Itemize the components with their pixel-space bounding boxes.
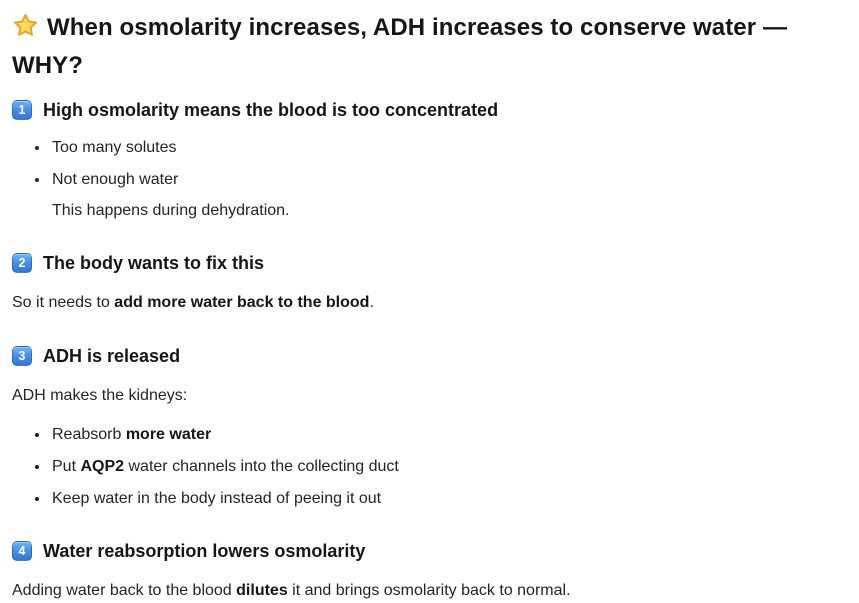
- star-icon: [14, 14, 37, 36]
- keycap-3-icon: 3: [12, 346, 32, 366]
- keycap-2-icon: 2: [12, 253, 32, 273]
- paragraph-bold-text: add more water back to the blood: [114, 294, 370, 311]
- section-4-heading-text: Water reabsorption lowers osmolarity: [43, 541, 366, 561]
- section-1-bullet-list: Too many solutes Not enough water This h…: [12, 136, 847, 222]
- list-item: Put AQP2 water channels into the collect…: [50, 455, 847, 478]
- section-1: 1 High osmolarity means the blood is too…: [12, 99, 847, 222]
- bullet-text: water channels into the collecting duct: [124, 458, 399, 475]
- section-1-heading: 1 High osmolarity means the blood is too…: [12, 99, 847, 121]
- paragraph-text: ADH makes the kidneys:: [12, 387, 188, 404]
- section-3-bullet-list: Reabsorb more water Put AQP2 water chann…: [12, 423, 847, 510]
- section-3: 3 ADH is released ADH makes the kidneys:…: [12, 345, 847, 510]
- keycap-4-icon: 4: [12, 541, 32, 561]
- paragraph-text: .: [369, 294, 374, 311]
- bullet-text: Keep water in the body instead of peeing…: [52, 490, 382, 507]
- section-2-heading: 2 The body wants to fix this: [12, 252, 847, 274]
- section-3-paragraph: ADH makes the kidneys:: [12, 384, 847, 408]
- section-2-heading-text: The body wants to fix this: [43, 253, 265, 273]
- section-4-paragraph: Adding water back to the blood dilutes i…: [12, 579, 847, 603]
- bullet-text: Put: [52, 458, 81, 475]
- page-title: When osmolarity increases, ADH increases…: [12, 9, 847, 85]
- section-3-heading: 3 ADH is released: [12, 345, 847, 367]
- section-3-heading-text: ADH is released: [43, 346, 181, 366]
- bullet-note: This happens during dehydration.: [52, 202, 290, 219]
- section-2-paragraph: So it needs to add more water back to th…: [12, 291, 847, 315]
- section-2: 2 The body wants to fix this So it needs…: [12, 252, 847, 315]
- bullet-bold-text: more water: [125, 426, 212, 443]
- paragraph-text: it and brings osmolarity back to normal.: [287, 582, 571, 599]
- list-item: Keep water in the body instead of peeing…: [50, 487, 847, 510]
- section-4-heading: 4 Water reabsorption lowers osmolarity: [12, 540, 847, 562]
- bullet-bold-text: AQP2: [80, 458, 125, 475]
- section-1-heading-text: High osmolarity means the blood is too c…: [43, 100, 499, 120]
- paragraph-text: Adding water back to the blood: [12, 582, 237, 599]
- keycap-1-icon: 1: [12, 100, 32, 120]
- section-4: 4 Water reabsorption lowers osmolarity A…: [12, 540, 847, 603]
- list-item: Too many solutes: [50, 136, 847, 159]
- bullet-text: Too many solutes: [52, 139, 177, 156]
- list-item: Not enough water This happens during deh…: [50, 168, 847, 222]
- paragraph-text: So it needs to: [12, 294, 115, 311]
- bullet-text: Not enough water: [52, 171, 179, 188]
- paragraph-bold-text: dilutes: [236, 582, 288, 599]
- bullet-text: Reabsorb: [52, 426, 126, 443]
- page-title-text: When osmolarity increases, ADH increases…: [12, 14, 788, 79]
- list-item: Reabsorb more water: [50, 423, 847, 446]
